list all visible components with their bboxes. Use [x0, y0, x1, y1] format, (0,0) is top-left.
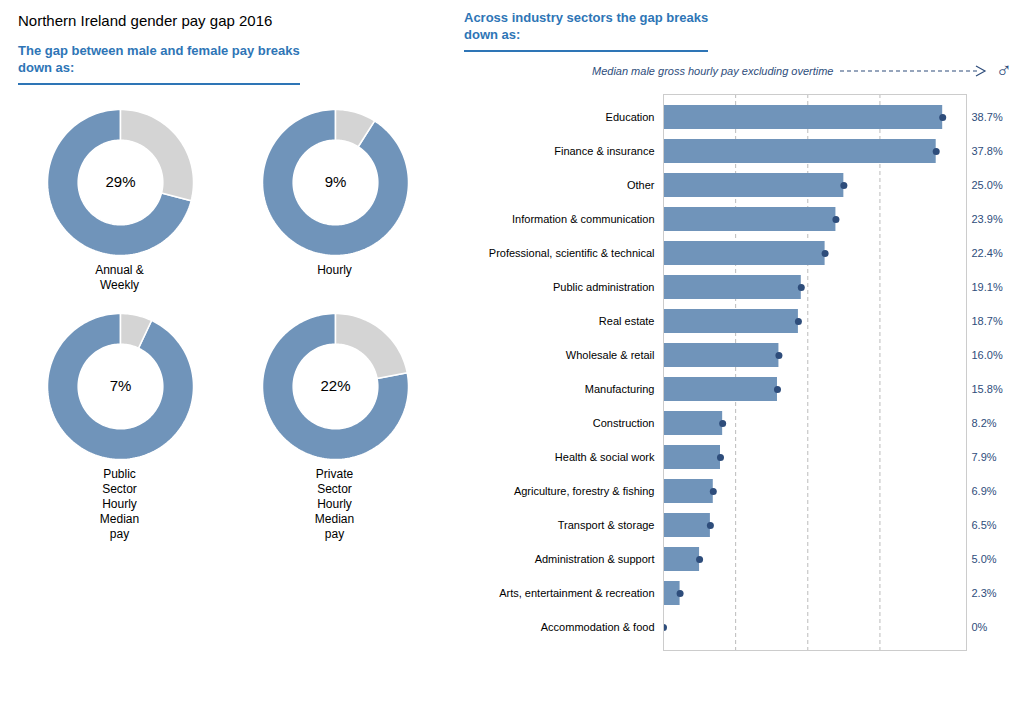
svg-text:Public administration: Public administration: [553, 281, 655, 293]
svg-text:Transport & storage: Transport & storage: [558, 519, 655, 531]
svg-text:23.9%: 23.9%: [972, 213, 1003, 225]
svg-text:16.0%: 16.0%: [972, 349, 1003, 361]
svg-text:22.4%: 22.4%: [972, 247, 1003, 259]
svg-text:Agriculture, forestry & fishin: Agriculture, forestry & fishing: [514, 485, 655, 497]
svg-text:Health & social work: Health & social work: [555, 451, 655, 463]
svg-text:Construction: Construction: [593, 417, 655, 429]
svg-text:Administration & support: Administration & support: [535, 553, 655, 565]
svg-text:38.7%: 38.7%: [972, 111, 1003, 123]
svg-text:18.7%: 18.7%: [972, 315, 1003, 327]
svg-text:0%: 0%: [972, 621, 988, 633]
svg-text:Professional, scientific & tec: Professional, scientific & technical: [489, 247, 655, 259]
svg-text:9%: 9%: [324, 173, 346, 190]
html-text:Hourly: Hourly: [317, 262, 352, 277]
svg-text:Information & communication: Information & communication: [512, 213, 654, 225]
svg-text:19.1%: 19.1%: [972, 281, 1003, 293]
svg-text:2.3%: 2.3%: [972, 587, 997, 599]
svg-text:Manufacturing: Manufacturing: [585, 383, 655, 395]
html-text:The gap between male and femal: The gap between male and female pay brea…: [18, 43, 300, 75]
svg-text:6.9%: 6.9%: [972, 485, 997, 497]
svg-text:Real estate: Real estate: [599, 315, 655, 327]
svg-text:Wholesale & retail: Wholesale & retail: [566, 349, 655, 361]
svg-text:Accommodation & food: Accommodation & food: [541, 621, 655, 633]
svg-text:25.0%: 25.0%: [972, 179, 1003, 191]
html-text:Annual & Weekly: Annual & Weekly: [95, 262, 144, 292]
html-text:Public Sector Hourly Median pa: Public Sector Hourly Median pay: [99, 466, 140, 541]
svg-text:5.0%: 5.0%: [972, 553, 997, 565]
svg-text:Finance & insurance: Finance & insurance: [554, 145, 654, 157]
svg-text:Other: Other: [627, 179, 655, 191]
svg-text:37.8%: 37.8%: [972, 145, 1003, 157]
svg-text:Education: Education: [606, 111, 655, 123]
svg-text:29%: 29%: [105, 173, 135, 190]
svg-text:Arts, entertainment & recreati: Arts, entertainment & recreation: [499, 587, 654, 599]
svg-text:15.8%: 15.8%: [972, 383, 1003, 395]
html-text:Northern Ireland gender pay ga: Northern Ireland gender pay gap 2016: [18, 12, 273, 29]
svg-text:7.9%: 7.9%: [972, 451, 997, 463]
svg-text:7%: 7%: [109, 377, 131, 394]
html-text:Median male gross hourly pay e: Median male gross hourly pay excluding o…: [592, 64, 834, 77]
svg-text:6.5%: 6.5%: [972, 519, 997, 531]
html-text:Private Sector Hourly Median p: Private Sector Hourly Median pay: [314, 466, 355, 541]
svg-text:22%: 22%: [320, 377, 350, 394]
html-text:Across industry sectors the ga: Across industry sectors the gap breaks d…: [464, 10, 709, 42]
svg-text:8.2%: 8.2%: [972, 417, 997, 429]
